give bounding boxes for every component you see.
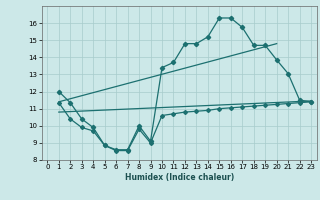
X-axis label: Humidex (Indice chaleur): Humidex (Indice chaleur): [124, 173, 234, 182]
